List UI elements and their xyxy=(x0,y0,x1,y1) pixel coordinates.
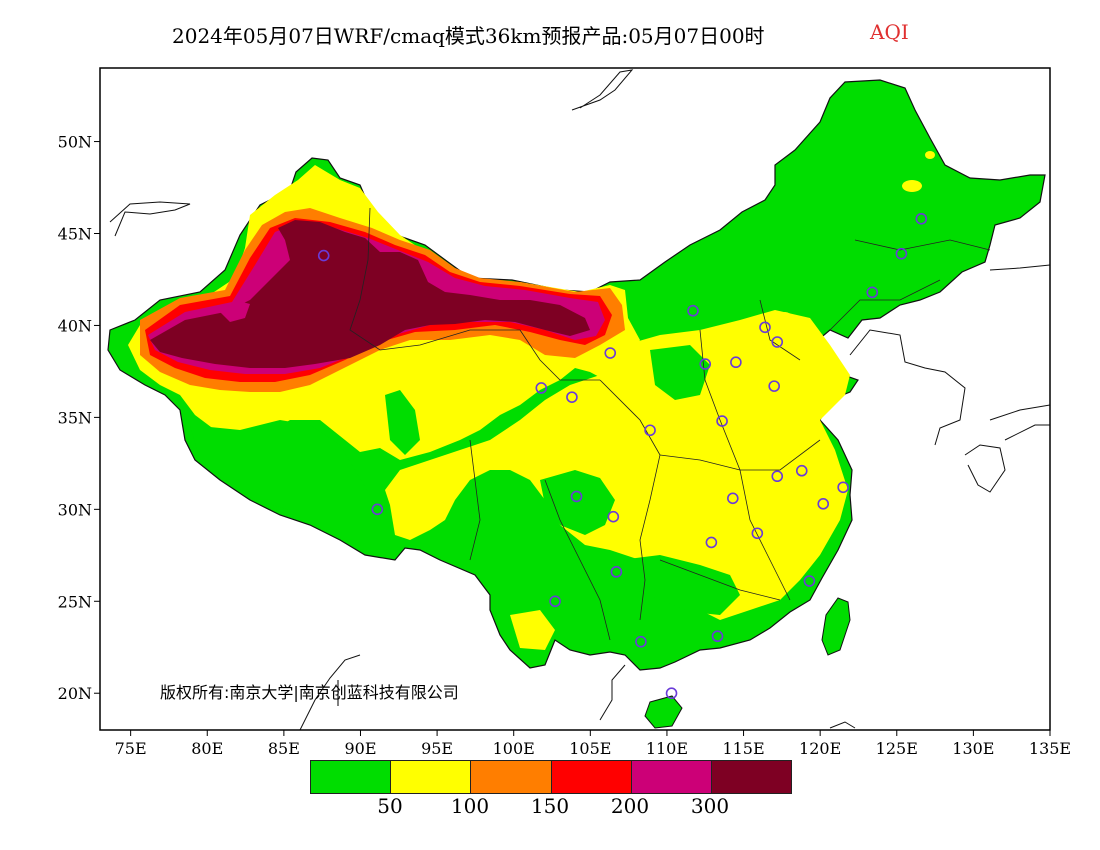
x-tick-label: 130E xyxy=(952,739,994,758)
station-marker xyxy=(727,492,739,505)
y-tick-label: 45N xyxy=(58,225,92,244)
map-title: 2024年05月07日WRF/cmaq模式36km预报产品:05月07日00时 … xyxy=(0,20,1100,54)
y-tick-label: 25N xyxy=(58,592,92,611)
colorbar-swatch xyxy=(471,761,552,793)
station-marker xyxy=(644,424,656,437)
station-marker xyxy=(803,575,816,587)
station-marker xyxy=(730,356,742,369)
aqi-zone-green-shanxi xyxy=(650,345,710,400)
colorbar-label: 300 xyxy=(690,794,730,818)
station-marker xyxy=(607,510,620,523)
station-marker xyxy=(635,635,647,648)
map-plot-area xyxy=(107,69,1050,730)
aqi-zone-yellow-central xyxy=(385,310,850,620)
station-marker xyxy=(610,566,623,578)
aqi-zone-green-hunan xyxy=(620,555,740,615)
colorbar-swatch xyxy=(711,761,792,793)
aqi-zone-maroon-gap xyxy=(220,300,250,322)
aqi-zone-green-qinghai xyxy=(385,390,420,455)
x-tick-label: 105E xyxy=(569,739,611,758)
colorbar-label: 200 xyxy=(610,794,650,818)
station-marker xyxy=(837,481,849,494)
station-marker xyxy=(535,382,548,394)
station-marker xyxy=(895,247,908,260)
x-tick-label: 115E xyxy=(722,739,764,758)
aqi-zone-green-tibet xyxy=(190,420,370,520)
x-tick-label: 95E xyxy=(421,739,453,758)
x-tick-label: 120E xyxy=(799,739,841,758)
y-tick-label: 40N xyxy=(58,316,92,335)
station-marker xyxy=(759,321,771,334)
station-marker xyxy=(371,503,384,516)
colorbar-swatch xyxy=(391,761,472,793)
station-marker xyxy=(317,249,330,262)
station-marker xyxy=(751,527,764,540)
station-marker xyxy=(817,498,830,510)
colorbar-swatch xyxy=(311,761,392,793)
aqi-spot-yellow-ne2 xyxy=(925,151,935,159)
station-marker xyxy=(771,470,784,483)
y-tick-label: 35N xyxy=(58,408,92,427)
station-marker xyxy=(687,304,699,317)
y-axis: 20N 25N 30N 35N 40N 45N 50N xyxy=(58,133,100,703)
station-marker xyxy=(866,286,879,299)
station-marker xyxy=(705,536,718,549)
station-marker xyxy=(570,490,583,503)
x-tick-label: 75E xyxy=(115,739,147,758)
station-marker xyxy=(566,391,578,403)
colorbar-swatch xyxy=(551,761,632,793)
station-marker xyxy=(795,464,808,477)
aqi-spot-yellow-ne1 xyxy=(902,180,922,192)
aqi-colorbar xyxy=(310,760,792,794)
y-tick-label: 50N xyxy=(58,133,92,152)
station-marker xyxy=(716,415,728,427)
station-marker xyxy=(768,380,780,392)
x-tick-label: 85E xyxy=(268,739,300,758)
x-tick-label: 110E xyxy=(646,739,688,758)
station-marker xyxy=(604,347,617,359)
x-tick-label: 90E xyxy=(344,739,376,758)
copyright-text: 版权所有:南京大学|南京创蓝科技有限公司 xyxy=(160,683,459,702)
map-frame xyxy=(99,67,1051,731)
station-marker xyxy=(549,595,561,608)
hainan-island xyxy=(644,695,683,729)
x-tick-label: 125E xyxy=(876,739,918,758)
station-marker xyxy=(711,630,724,643)
title-variable: AQI xyxy=(870,20,909,44)
x-tick-label: 80E xyxy=(191,739,223,758)
colorbar-label: 150 xyxy=(530,794,570,818)
aqi-zone-maroon xyxy=(150,220,590,368)
aqi-zone-yellow-south xyxy=(510,610,555,650)
title-text: 2024年05月07日WRF/cmaq模式36km预报产品:05月07日00时 xyxy=(172,24,765,48)
y-tick-label: 30N xyxy=(58,500,92,519)
station-marker xyxy=(665,687,678,700)
y-tick-label: 20N xyxy=(58,684,92,703)
colorbar-label: 50 xyxy=(377,794,403,818)
neighbor-coastlines xyxy=(109,69,1050,730)
x-axis: 75E 80E 85E 90E 95E 100E 105E 110E 115E 120E 125E 1… xyxy=(115,730,1071,758)
station-marker xyxy=(699,358,712,370)
x-tick-label: 100E xyxy=(493,739,535,758)
station-marker xyxy=(915,212,928,225)
aqi-spot-yellow-ne3 xyxy=(773,312,797,348)
colorbar-swatch xyxy=(631,761,712,793)
station-markers xyxy=(317,212,928,700)
station-marker xyxy=(771,336,784,348)
x-tick-label: 135E xyxy=(1029,739,1071,758)
province-boundaries xyxy=(349,207,991,641)
aqi-zone-green-hubei xyxy=(540,470,615,535)
taiwan-island xyxy=(821,597,851,656)
colorbar-label: 100 xyxy=(450,794,490,818)
